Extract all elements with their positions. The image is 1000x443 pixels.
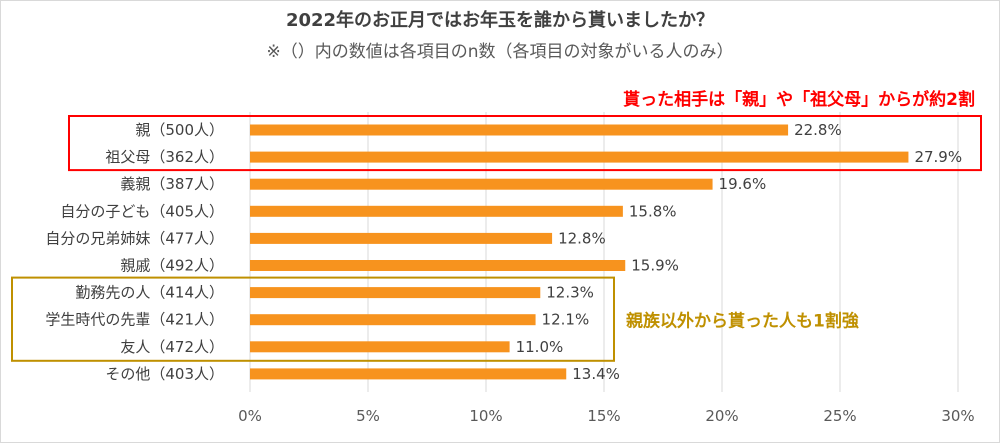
x-tick-label: 15% [587, 407, 620, 425]
bar [250, 232, 553, 244]
category-label: 祖父母（362人） [105, 148, 224, 166]
bar [250, 314, 536, 326]
data-label: 22.8% [794, 121, 842, 139]
category-label: 親（500人） [135, 121, 224, 139]
x-tick-label: 20% [705, 407, 738, 425]
category-label: 親戚（492人） [120, 257, 224, 275]
category-label: その他（403人） [105, 365, 224, 383]
bar [250, 205, 623, 217]
category-label: 学生時代の先輩（421人） [45, 311, 224, 329]
bar [250, 178, 713, 190]
data-label: 19.6% [719, 175, 767, 193]
data-label: 27.9% [914, 148, 962, 166]
annotation-family: 貰った相手は「親」や「祖父母」からが約2割 [623, 89, 975, 110]
x-tick-label: 10% [469, 407, 502, 425]
bar [250, 260, 626, 271]
category-label: 自分の兄弟姉妹（477人） [45, 229, 224, 247]
highlight-box-family [68, 115, 982, 172]
category-label: 勤務先の人（414人） [75, 284, 224, 302]
chart-title: 2022年のお正月ではお年玉を誰から貰いましたか？ [286, 9, 714, 31]
data-label: 15.9% [631, 257, 679, 275]
highlight-box-non-family [11, 276, 615, 362]
x-axis-ticks: 0% 5% 10% 15% 20% 25% 30% [238, 407, 975, 425]
x-tick-label: 30% [941, 407, 974, 425]
bar [250, 341, 510, 353]
x-tick-label: 5% [356, 407, 380, 425]
bar [250, 368, 567, 380]
category-label: 義親（387人） [120, 175, 224, 193]
data-label: 13.4% [572, 365, 620, 383]
bar [250, 151, 909, 163]
data-label: 12.8% [558, 229, 606, 247]
annotations: 貰った相手は「親」や「祖父母」からが約2割 親族以外から貰った人も1割強 [11, 89, 982, 362]
annotation-non-family: 親族以外から貰った人も1割強 [626, 311, 859, 332]
data-label: 12.3% [546, 284, 594, 302]
category-label: 自分の子ども（405人） [60, 202, 224, 220]
data-label: 12.1% [542, 311, 590, 329]
bars: 親（500人） 22.8% 祖父母（362人） 27.9% 義親（387人） 19.6% 自… [45, 121, 962, 383]
bar [250, 124, 789, 136]
chart-subtitle: ※（）内の数値は各項目のn数（各項目の対象がいる人のみ） [266, 42, 733, 62]
x-tick-label: 25% [823, 407, 856, 425]
bar [250, 287, 541, 299]
data-label: 15.8% [629, 202, 677, 220]
category-label: 友人（472人） [120, 338, 224, 356]
x-tick-label: 0% [238, 407, 262, 425]
data-label: 11.0% [516, 338, 564, 356]
